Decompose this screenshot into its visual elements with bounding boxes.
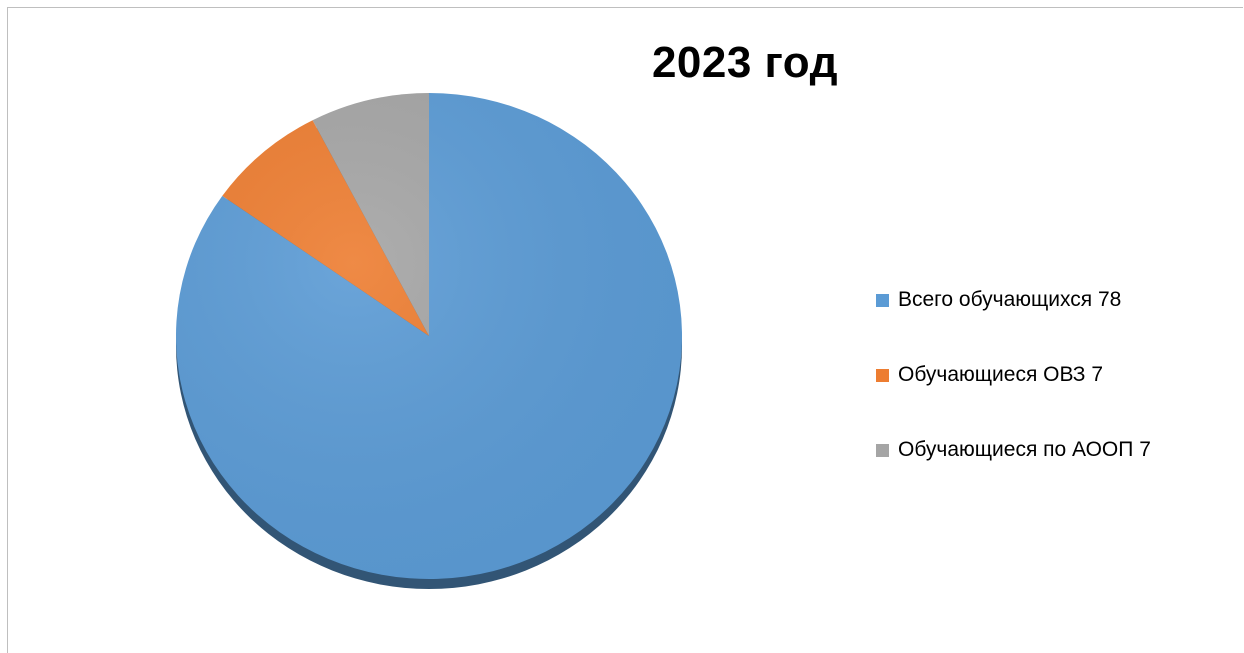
pie-slices: [175, 93, 682, 579]
legend-label: Всего обучающихся 78: [898, 288, 1122, 311]
legend-label: Обучающиеся по АООП 7: [898, 438, 1151, 461]
legend-swatch: [876, 293, 889, 307]
chart-title: 2023 год: [651, 38, 839, 87]
legend-item: Всего обучающихся 78: [876, 282, 1216, 318]
legend-swatch: [876, 443, 889, 457]
legend-label: Обучающиеся ОВЗ 7: [898, 363, 1104, 386]
legend-item: Обучающиеся ОВЗ 7: [876, 357, 1216, 393]
legend-item: Обучающиеся по АООП 7: [876, 432, 1216, 468]
legend-swatch: [876, 368, 889, 382]
legend: Всего обучающихся 78 Обучающиеся ОВЗ 7 Обу…: [876, 282, 1216, 507]
